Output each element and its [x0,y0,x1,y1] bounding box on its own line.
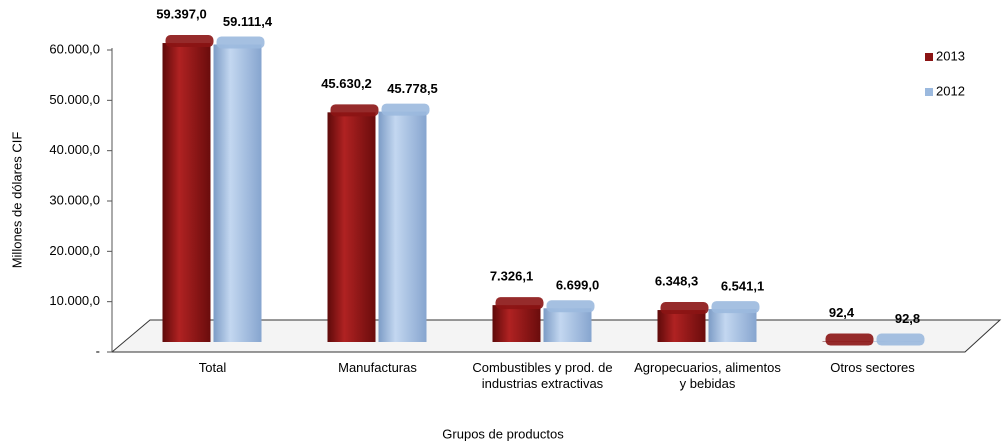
value-label: 45.630,2 [321,76,372,91]
value-label: 59.397,0 [156,6,207,21]
bar-cap [165,35,214,48]
value-label: 45.778,5 [387,81,438,96]
value-label: 6.699,0 [556,278,599,293]
value-label: 6.541,1 [721,279,764,294]
value-label: 59.111,4 [223,14,273,29]
y-axis-title: Millones de dólares CIF [9,132,24,269]
bar [708,309,757,342]
bar [657,310,706,342]
legend-swatch [925,88,933,96]
bar [327,112,376,342]
x-tick-label: Manufacturas [338,360,417,375]
x-tick-label: Agropecuarios, alimentos y bebidas [634,360,781,391]
y-tick-label: 50.000,0 [49,92,100,107]
y-tick-label: 10.000,0 [49,293,100,308]
y-tick-label: 30.000,0 [49,192,100,207]
bar-cap [330,104,379,117]
bar [162,43,211,343]
bar-cap [381,103,430,116]
legend-label: 2013 [936,48,965,63]
bar-cap [876,333,925,346]
bar-cap [216,36,265,49]
bar-cap [825,333,874,346]
x-tick-label: Otros sectores [830,360,915,375]
bar-cap [660,302,709,315]
legend-label: 2012 [936,83,965,98]
y-tick-label: 20.000,0 [49,243,100,258]
value-label: 6.348,3 [655,273,698,288]
bar-cap [495,297,544,310]
legend-swatch [925,53,933,61]
y-tick-label: 40.000,0 [49,142,100,157]
bar-cap [546,300,595,313]
bar-cap [711,301,760,314]
y-tick-label: - [96,343,100,358]
value-label: 92,8 [895,311,920,326]
bar [213,44,262,342]
x-tick-label: Combustibles y prod. de industrias extra… [472,360,613,391]
x-axis-title: Grupos de productos [442,426,564,441]
y-tick-label: 60.000,0 [49,41,100,56]
x-tick-label: Total [198,360,227,375]
value-label: 7.326,1 [490,269,533,284]
bar [378,111,427,343]
value-label: 92,4 [829,305,855,320]
bar [543,308,592,342]
bar [492,305,541,342]
